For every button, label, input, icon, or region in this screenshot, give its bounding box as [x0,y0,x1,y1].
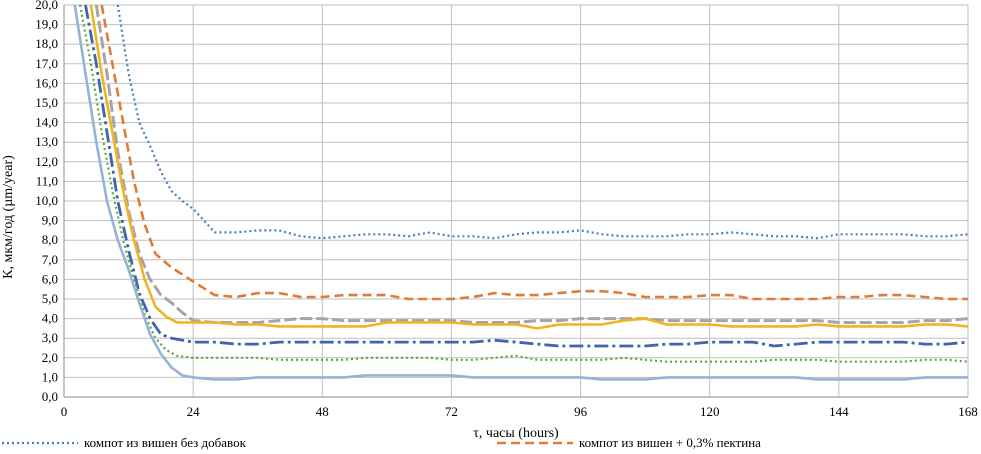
y-axis-title: К, мкм/год (µm/year) [1,155,16,279]
y-tick-label: 12,0 [35,154,58,169]
y-tick-label: 10,0 [35,193,58,208]
x-tick-labels: 0 24 48 72 96 120 144 168 [61,404,978,419]
x-tick-label: 24 [187,404,201,419]
y-tick-label: 13,0 [35,134,58,149]
legend-label: компот из вишен + 0,3% пектина [579,435,761,450]
x-tick-label: 96 [574,404,588,419]
axes [63,5,968,398]
y-tick-label: 16,0 [35,75,58,90]
series-line-3 [94,5,968,324]
series-line-2 [100,5,968,301]
gridlines [63,4,969,398]
series-line-4 [89,5,968,330]
x-tick-label: 144 [829,404,849,419]
y-tick-label: 2,0 [42,350,58,365]
x-tick-label: 0 [61,404,68,419]
y-tick-label: 5,0 [42,291,58,306]
series-line-1 [116,5,968,240]
y-tick-label: 4,0 [42,311,58,326]
legend-label: компот из вишен без добавок [84,435,247,450]
legend: компот из вишен без добавок компот из виш… [2,435,761,450]
x-tick-label: 48 [316,404,329,419]
y-tick-label: 15,0 [35,95,58,110]
x-tick-label: 72 [445,404,458,419]
x-tick-label: 120 [700,404,720,419]
y-tick-label: 6,0 [42,271,58,286]
y-tick-label: 9,0 [42,213,58,228]
y-tick-label: 14,0 [35,115,58,130]
series-line-6 [79,5,968,363]
y-tick-label: 8,0 [42,232,58,247]
y-tick-label: 17,0 [35,56,58,71]
series-line-7 [73,5,968,381]
y-tick-label: 20,0 [35,0,58,12]
y-tick-label: 19,0 [35,17,58,32]
y-tick-label: 3,0 [42,330,58,345]
y-tick-labels: 0,0 1,0 2,0 3,0 4,0 5,0 6,0 7,0 8,0 9,0 10,0 11,0 12… [35,0,58,404]
y-tick-label: 7,0 [42,252,58,267]
y-tick-label: 11,0 [36,173,58,188]
x-axis-title: τ, часы (hours) [473,426,559,441]
series-lines [73,5,968,381]
y-tick-label: 18,0 [35,36,58,51]
y-tick-label: 1,0 [42,369,58,384]
series-line-5 [84,5,968,348]
x-tick-label: 168 [958,404,978,419]
y-tick-label: 0,0 [42,389,58,404]
